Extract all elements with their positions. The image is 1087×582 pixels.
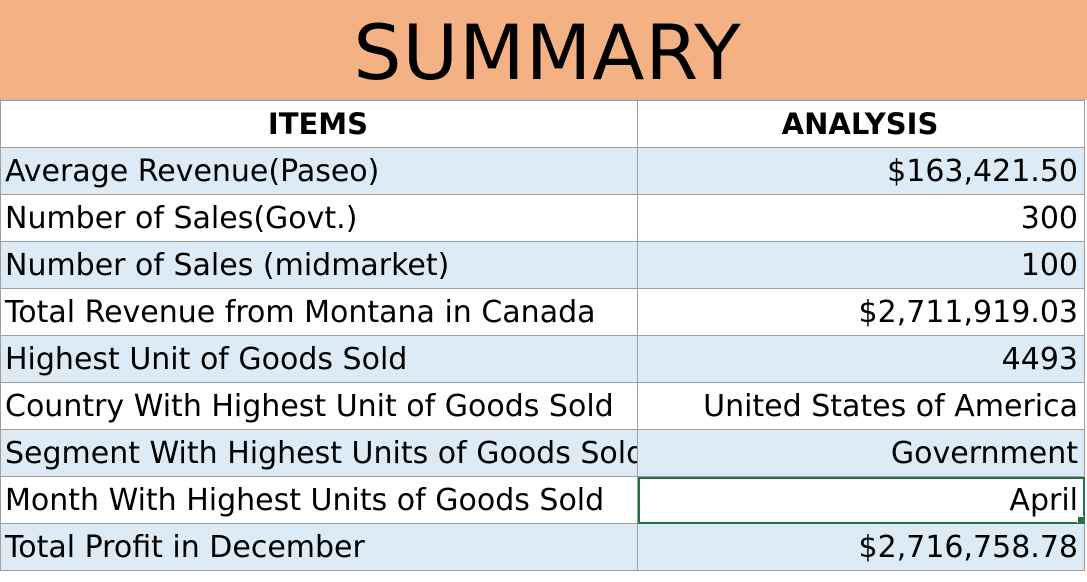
table-row: Highest Unit of Goods Sold 4493: [0, 335, 1085, 383]
item-cell[interactable]: Country With Highest Unit of Goods Sold: [0, 382, 638, 430]
item-cell[interactable]: Segment With Highest Units of Goods Sold: [0, 429, 638, 477]
table-row: Number of Sales (midmarket) 100: [0, 241, 1085, 289]
item-cell[interactable]: Month With Highest Units of Goods Sold: [0, 476, 638, 524]
analysis-cell[interactable]: United States of America: [637, 382, 1085, 430]
summary-title-cell[interactable]: SUMMARY: [0, 0, 1087, 100]
column-gridline: [636, 0, 637, 12]
analysis-cell[interactable]: 100: [637, 241, 1085, 289]
fill-handle[interactable]: [1077, 516, 1084, 523]
analysis-cell-text: April: [1009, 482, 1078, 518]
summary-title: SUMMARY: [353, 7, 742, 97]
table-row: Month With Highest Units of Goods Sold A…: [0, 476, 1085, 524]
table-row: Number of Sales(Govt.) 300: [0, 194, 1085, 242]
analysis-cell[interactable]: $2,716,758.78: [637, 523, 1085, 571]
item-cell[interactable]: Number of Sales (midmarket): [0, 241, 638, 289]
item-cell[interactable]: Total Profit in December: [0, 523, 638, 571]
table-row: Total Profit in December $2,716,758.78: [0, 523, 1085, 571]
table-row: Country With Highest Unit of Goods Sold …: [0, 382, 1085, 430]
analysis-cell[interactable]: 4493: [637, 335, 1085, 383]
item-cell[interactable]: Highest Unit of Goods Sold: [0, 335, 638, 383]
table-row: Segment With Highest Units of Goods Sold…: [0, 429, 1085, 477]
item-cell[interactable]: Total Revenue from Montana in Canada: [0, 288, 638, 336]
item-cell[interactable]: Number of Sales(Govt.): [0, 194, 638, 242]
analysis-header-cell[interactable]: ANALYSIS: [637, 100, 1085, 148]
analysis-cell[interactable]: $2,711,919.03: [637, 288, 1085, 336]
analysis-cell[interactable]: $163,421.50: [637, 147, 1085, 195]
summary-table: ITEMS ANALYSIS Average Revenue(Paseo) $1…: [0, 100, 1085, 571]
table-row: Average Revenue(Paseo) $163,421.50: [0, 147, 1085, 195]
analysis-cell[interactable]: 300: [637, 194, 1085, 242]
selected-analysis-cell[interactable]: April: [637, 476, 1085, 524]
table-row: Total Revenue from Montana in Canada $2,…: [0, 288, 1085, 336]
item-cell[interactable]: Average Revenue(Paseo): [0, 147, 638, 195]
analysis-cell[interactable]: Government: [637, 429, 1085, 477]
items-header-cell[interactable]: ITEMS: [0, 100, 638, 148]
